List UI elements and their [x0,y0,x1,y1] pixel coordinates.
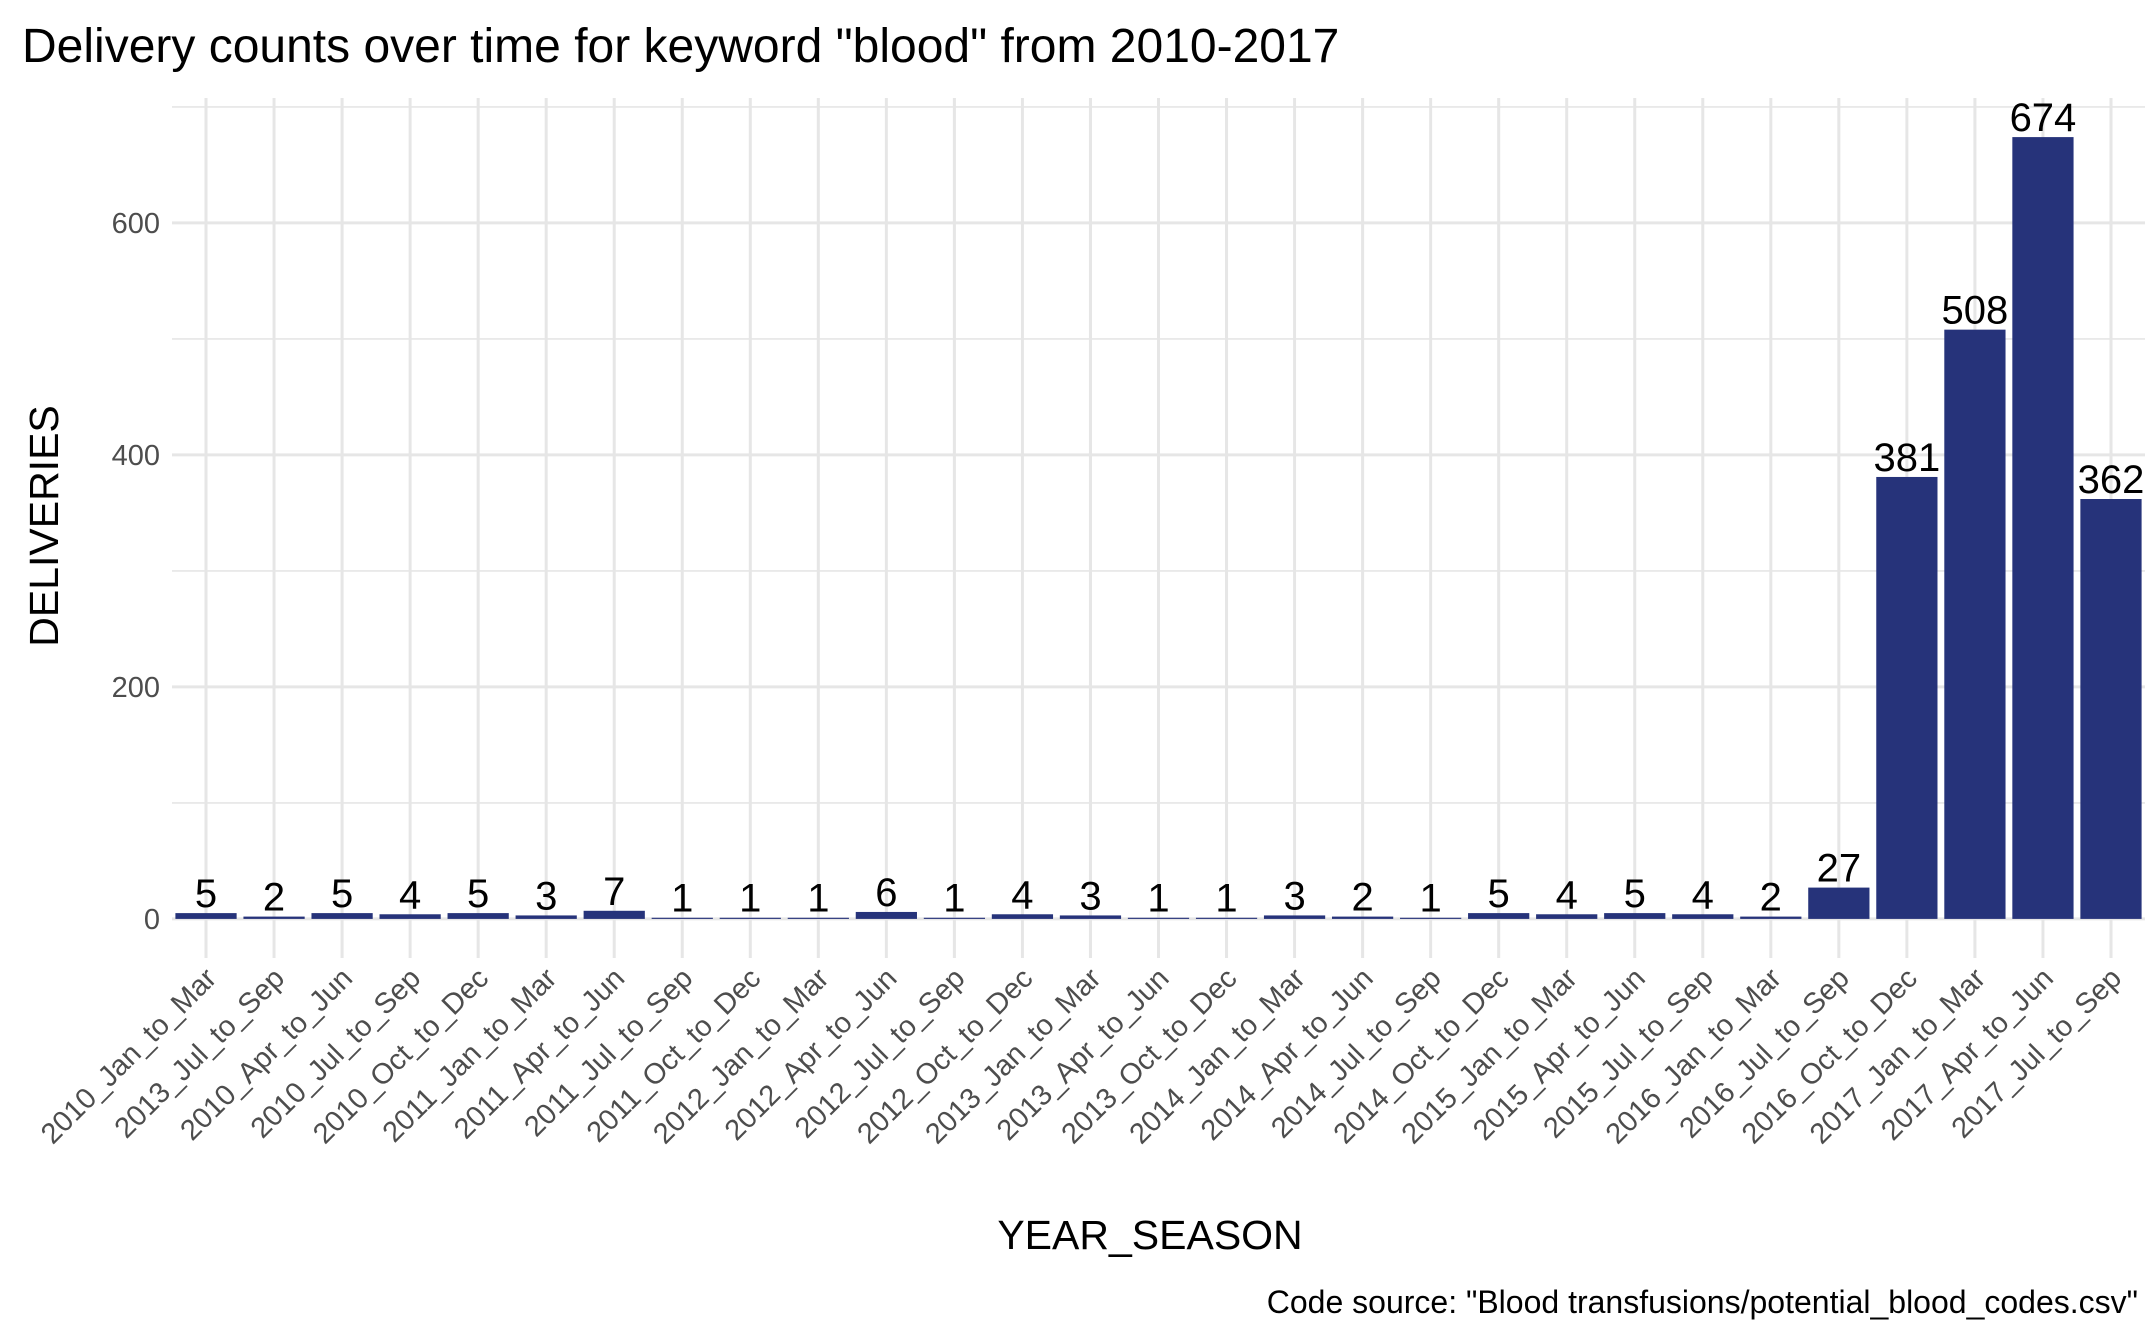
data-label: 2 [1351,876,1373,920]
data-label: 1 [1147,877,1169,921]
chart-title: Delivery counts over time for keyword "b… [22,20,1339,73]
bar [175,913,237,919]
data-label: 4 [1011,873,1033,917]
bar [1604,913,1666,919]
bar [379,914,441,919]
data-label: 7 [603,870,625,914]
data-label: 5 [331,872,353,916]
x-axis-title: YEAR_SEASON [997,1212,1302,1258]
bar [651,917,713,919]
data-label: 5 [1624,872,1646,916]
bar [1331,916,1394,919]
bar [583,910,645,919]
bar [991,914,1054,919]
bar [787,917,849,919]
data-label: 362 [2078,458,2145,502]
data-label: 3 [1283,874,1305,918]
data-label: 3 [535,874,557,918]
bar [1127,917,1190,919]
data-label: 4 [1692,873,1714,917]
data-label: 1 [739,877,761,921]
x-axis-ticks: 2010_Jan_to_Mar2013_Jul_to_Sep2010_Apr_t… [35,962,2128,1150]
bar [1808,887,1870,919]
y-tick-label: 200 [112,672,160,704]
data-label: 381 [1874,436,1941,480]
data-label: 508 [1942,289,2009,333]
bar [923,917,986,919]
bars [175,137,2142,919]
bar [719,917,781,919]
bar [1195,917,1258,919]
data-label: 2 [263,876,285,920]
y-tick-label: 400 [112,440,160,472]
data-label: 1 [671,877,693,921]
bar [1468,913,1530,919]
bar [1876,476,1938,919]
y-axis-title: DELIVERIES [21,405,67,647]
y-tick-label: 0 [144,904,160,936]
data-label: 6 [875,871,897,915]
data-label: 4 [1556,873,1578,917]
bar [1536,914,1598,919]
bar [515,915,577,919]
bar [2012,137,2074,919]
data-label: 1 [943,877,965,921]
bar [447,913,509,919]
bar [855,911,917,919]
y-axis-ticks: 0 200 400 600 [112,208,160,936]
caption: Code source: "Blood transfusions/potenti… [1267,1284,2138,1320]
data-label: 674 [2010,96,2077,140]
data-label: 1 [807,877,829,921]
bar [1400,917,1462,919]
bar [1740,916,1802,919]
bar [1263,915,1326,919]
data-label: 5 [467,872,489,916]
data-label: 5 [1488,872,1510,916]
bar [2080,499,2142,919]
data-label: 27 [1817,847,1862,891]
data-label: 5 [195,872,217,916]
bar [311,913,373,919]
bar [1672,914,1734,919]
bar [1944,329,2006,919]
bar [243,916,305,919]
bar [1059,915,1122,919]
data-label: 3 [1079,874,1101,918]
data-label: 1 [1215,877,1237,921]
data-label: 1 [1420,877,1442,921]
data-label: 2 [1760,876,1782,920]
data-label: 4 [399,873,421,917]
y-tick-label: 600 [112,208,160,240]
